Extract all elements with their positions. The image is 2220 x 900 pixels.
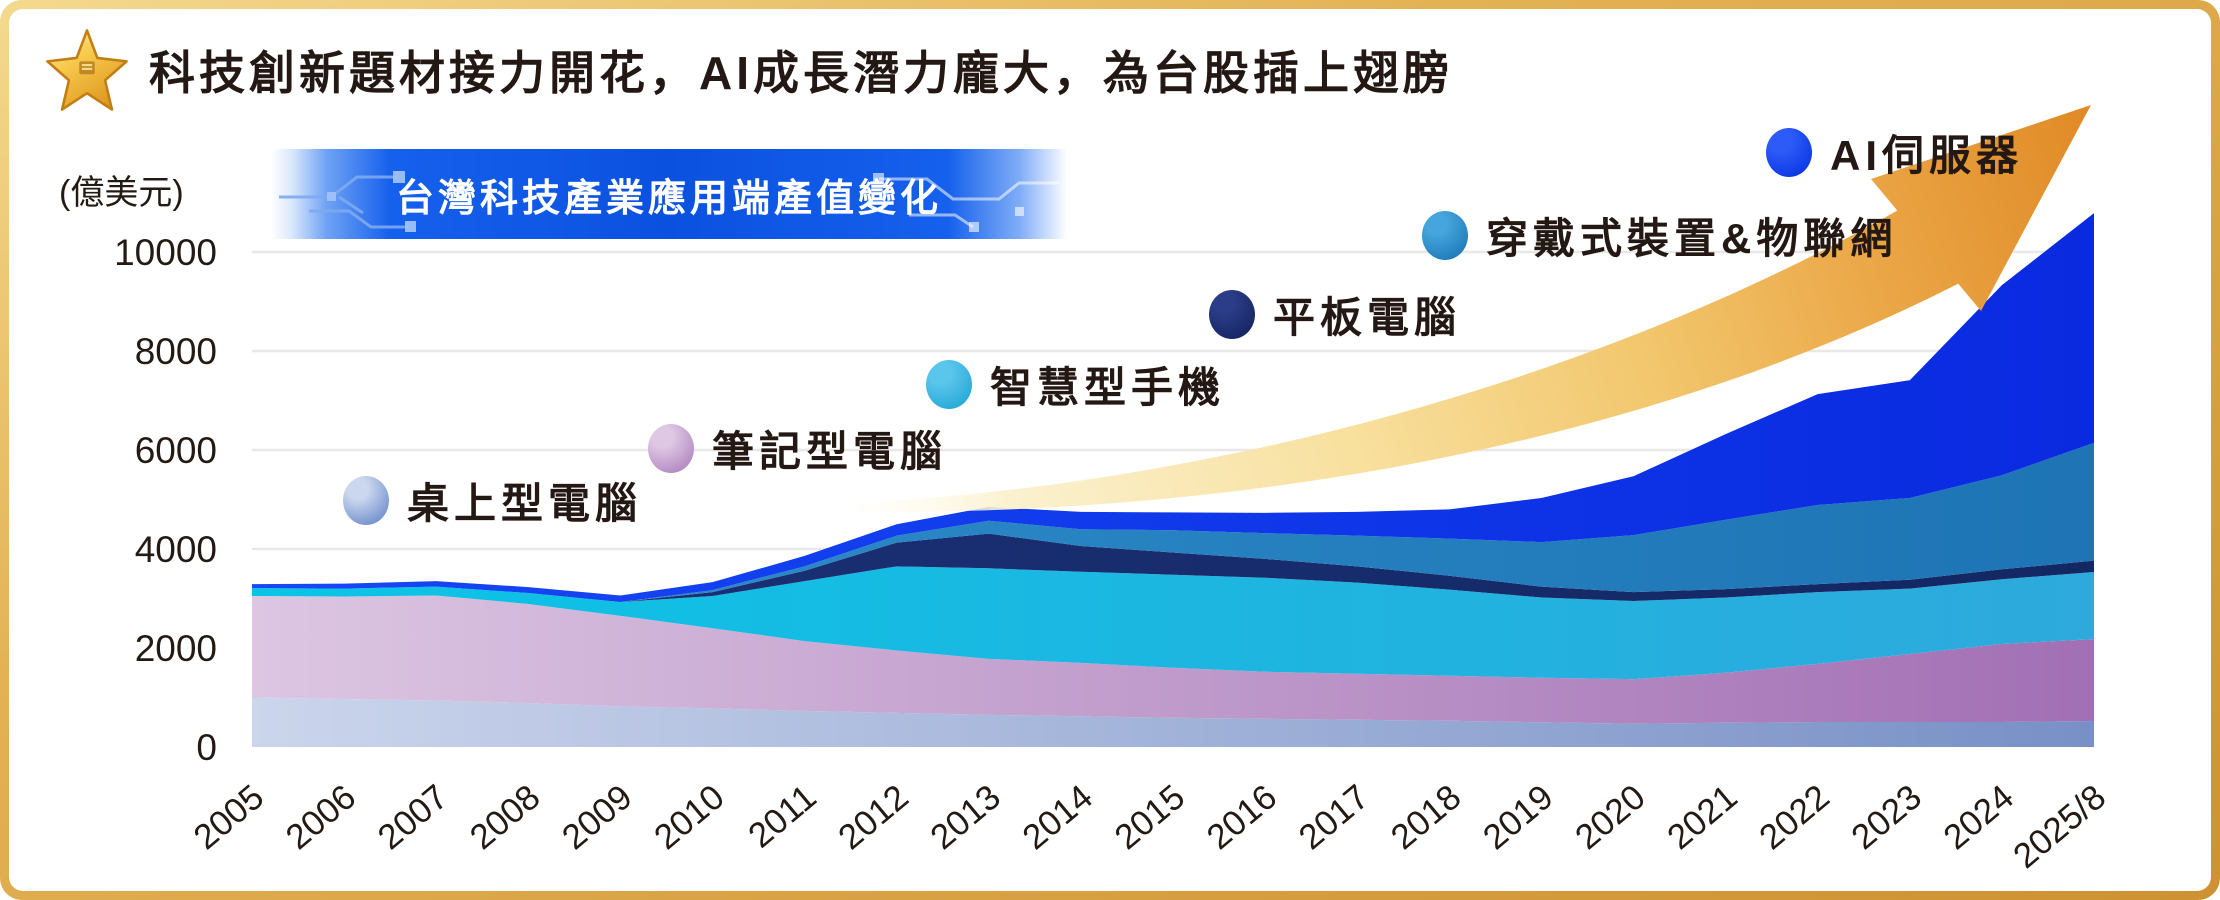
svg-text:2017: 2017 <box>1292 777 1377 857</box>
wearable-iot-legend-marker-icon <box>1422 211 1468 260</box>
legend-item-tablet: 平板電腦 <box>1209 284 1461 345</box>
legend-item-ai-server: AI伺服器 <box>1766 122 2023 183</box>
svg-text:8000: 8000 <box>135 331 217 372</box>
svg-text:2024: 2024 <box>1936 777 2021 857</box>
svg-text:2008: 2008 <box>463 777 548 857</box>
legend-label: 智慧型手機 <box>990 364 1226 411</box>
svg-text:6000: 6000 <box>135 430 217 471</box>
area-1 <box>252 595 2094 724</box>
legend-label: AI伺服器 <box>1830 132 2024 179</box>
svg-text:2025/8: 2025/8 <box>2006 777 2113 876</box>
y-axis-unit-label: (億美元) <box>59 174 184 212</box>
svg-text:2015: 2015 <box>1107 777 1192 857</box>
chart-card: 0 2000 4000 6000 8000 10000 2005 2006 2007 2008 20… <box>9 9 2211 891</box>
svg-text:0: 0 <box>196 727 217 768</box>
svg-text:2011: 2011 <box>741 777 824 855</box>
svg-text:2021: 2021 <box>1660 777 1745 857</box>
header: 科技創新題材接力開花，AI成長潛力龐大，為台股插上翅膀 <box>41 27 1453 113</box>
svg-text:2020: 2020 <box>1568 777 1653 857</box>
star-icon <box>46 29 128 111</box>
banner-title: 台灣科技產業應用端產值變化 <box>395 177 942 220</box>
svg-text:2010: 2010 <box>647 777 732 857</box>
svg-text:4000: 4000 <box>135 529 217 570</box>
svg-text:10000: 10000 <box>114 232 217 273</box>
smartphone-legend-marker-icon <box>926 360 972 409</box>
legend-item-laptop: 筆記型電腦 <box>648 418 947 479</box>
svg-text:2019: 2019 <box>1476 777 1561 857</box>
ai-server-legend-marker-icon <box>1766 128 1812 177</box>
svg-text:2006: 2006 <box>279 777 364 857</box>
svg-text:2000: 2000 <box>135 628 217 669</box>
legend-label: 桌上型電腦 <box>407 480 643 527</box>
legend-label: 穿戴式裝置&物聯網 <box>1486 215 1898 262</box>
chart-title-banner: 台灣科技產業應用端產值變化 <box>271 149 1067 239</box>
svg-text:2013: 2013 <box>923 777 1008 857</box>
legend-label: 平板電腦 <box>1273 294 1462 341</box>
desktop-legend-marker-icon <box>343 476 389 525</box>
svg-text:2012: 2012 <box>831 777 916 857</box>
svg-text:2007: 2007 <box>371 777 456 857</box>
tablet-legend-marker-icon <box>1209 290 1255 339</box>
legend-item-wearable: 穿戴式裝置&物聯網 <box>1422 205 1897 266</box>
legend-item-smartphone: 智慧型手機 <box>926 354 1225 415</box>
area-3 <box>252 533 2094 602</box>
svg-text:2016: 2016 <box>1200 777 1285 857</box>
area-0 <box>252 697 2094 747</box>
svg-text:2014: 2014 <box>1015 777 1100 857</box>
legend-item-desktop: 桌上型電腦 <box>343 470 642 531</box>
laptop-legend-marker-icon <box>648 424 694 473</box>
svg-text:2018: 2018 <box>1384 777 1469 857</box>
area-2 <box>252 566 2094 680</box>
page-title: 科技創新題材接力開花，AI成長潛力龐大，為台股插上翅膀 <box>149 47 1453 99</box>
svg-text:2009: 2009 <box>555 777 640 857</box>
legend-label: 筆記型電腦 <box>712 428 948 475</box>
svg-text:2023: 2023 <box>1844 777 1929 857</box>
svg-text:2005: 2005 <box>186 777 271 857</box>
svg-text:2022: 2022 <box>1752 777 1837 857</box>
